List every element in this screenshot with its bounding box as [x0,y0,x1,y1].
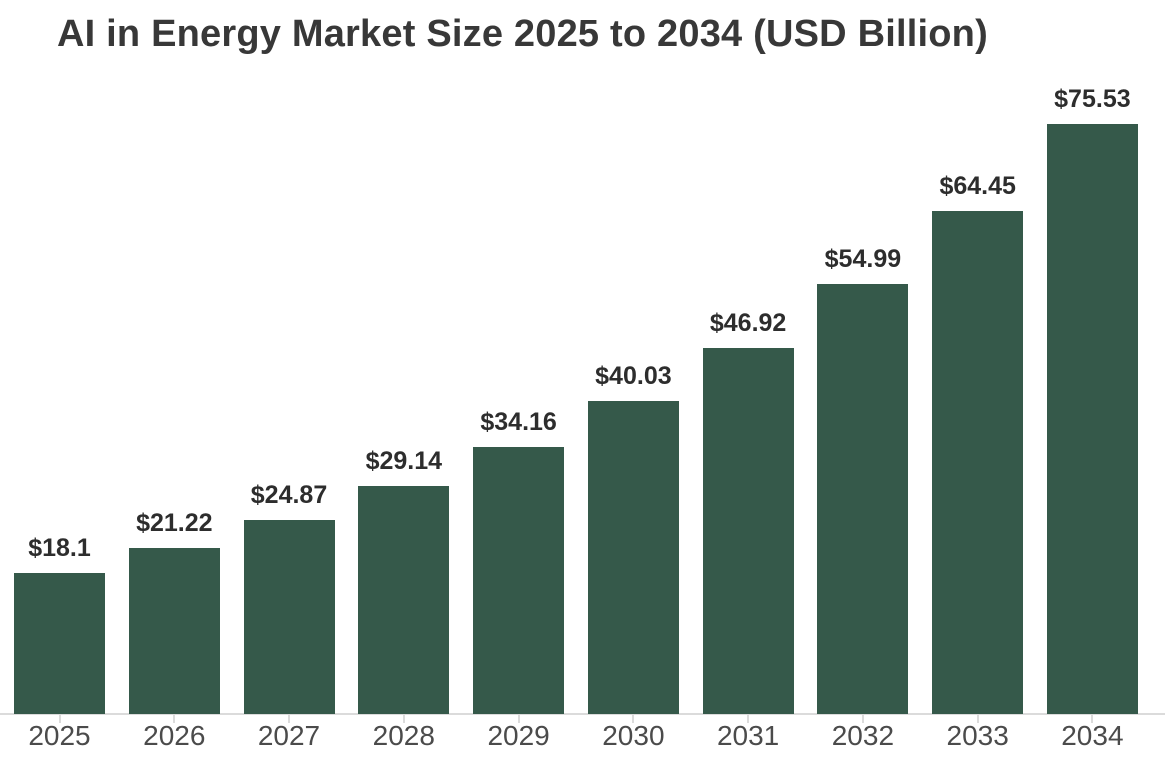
bar-2033 [932,210,1024,714]
x-axis-label: 2025 [28,720,91,751]
bar-2027 [243,519,335,714]
x-axis-label: 2029 [487,720,550,751]
x-tick [58,715,61,723]
x-tick [1091,715,1094,723]
x-axis-label: 2032 [831,720,895,751]
x-axis-label: 2034 [1061,720,1124,751]
x-axis-label: 2033 [946,720,1009,751]
chart-title: AI in Energy Market Size 2025 to 2034 (U… [57,13,988,55]
bar-2030 [587,401,679,714]
bar-value-label: $46.92 [709,308,787,337]
bar-2034 [1046,124,1138,714]
bar-value-label: $29.14 [365,447,443,476]
x-tick [861,715,864,723]
bar-2026 [128,548,220,714]
x-axis-label: 2028 [372,720,435,751]
x-axis-line [0,713,1165,715]
bar-value-label: $54.99 [824,245,902,274]
x-tick [747,715,750,723]
bar-value-label: $24.87 [250,480,328,509]
bar-2031 [702,347,794,714]
bar-value-label: $64.45 [939,171,1016,200]
x-axis-label: 2027 [257,720,321,751]
x-axis-label: 2030 [602,720,665,751]
x-axis-label: 2026 [143,720,206,751]
x-tick [517,715,520,723]
bar-value-label: $34.16 [480,408,557,437]
bar-2032 [817,284,909,714]
bar-value-label: $75.53 [1054,85,1131,113]
bar-2028 [358,486,450,714]
x-tick [288,715,290,723]
x-tick [402,715,405,723]
bar-2029 [473,447,565,714]
bar-value-label: $40.03 [595,362,672,391]
bar-2025 [14,572,105,714]
x-tick [976,715,979,723]
x-axis-label: 2031 [716,720,780,751]
x-tick [632,715,635,723]
bar-value-label: $18.1 [28,533,91,562]
bar-value-label: $21.22 [136,509,213,538]
x-tick [173,715,176,723]
